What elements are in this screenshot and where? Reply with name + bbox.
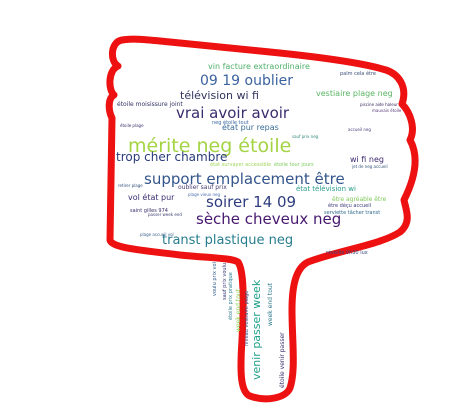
cloud-word: retirer plage: [118, 183, 143, 188]
cloud-word: serviette tâcher transt: [324, 209, 380, 216]
cloud-word: plage vieux neg: [188, 192, 220, 197]
cloud-word: mauvais étoile: [372, 108, 402, 113]
cloud-word: neg étoile tout: [212, 119, 249, 126]
cloud-word: palm cela être: [340, 70, 376, 77]
cloud-word: sauf prix voulu: [222, 263, 228, 300]
cloud-word: soirer 14 09: [206, 193, 296, 211]
cloud-word: niveau vestiaire plage: [244, 291, 250, 346]
cloud-word: vin facture extraordinaire: [208, 62, 310, 71]
thumbs-down-icon: [105, 35, 419, 403]
cloud-word: état pur repas: [222, 122, 279, 132]
cloud-word: jet de neg accueil: [351, 164, 388, 169]
cloud-word: voulu prix vol: [212, 262, 218, 296]
cloud-word: sauf prix neg: [292, 134, 319, 139]
cloud-word: réveille 0h30 lux: [326, 249, 368, 256]
cloud-word: étoile plage: [120, 123, 144, 128]
cloud-word: oublier sauf prix: [178, 184, 227, 191]
cloud-word: vol état pur: [128, 192, 175, 202]
cloud-word: état survayer accessible: [210, 161, 271, 168]
cloud-word: transt plastique neg: [162, 233, 293, 248]
cloud-word: sèche cheveux neg: [196, 210, 341, 228]
cloud-word: vestiaire plage neg: [316, 89, 393, 98]
cloud-word: week end tout: [235, 288, 242, 332]
cloud-word: étoile moisissure joint: [117, 101, 183, 108]
cloud-word: étoile tour jours: [274, 161, 314, 168]
cloud-word: piscine aide haleur: [360, 102, 398, 107]
cloud-word: week end tout: [267, 282, 274, 326]
cloud-word: accueil neg: [348, 127, 371, 132]
cloud-word: être déçu accueil: [328, 202, 371, 209]
cloud-word: plage accueil vol: [140, 232, 174, 237]
cloud-word: vrai avoir avoir: [176, 104, 290, 122]
cloud-word: étoile prix pratique: [227, 272, 234, 320]
cloud-word: passer week end: [148, 212, 182, 217]
cloud-word: 09 19 oublier: [200, 73, 293, 89]
cloud-word: trop cher chambre: [116, 150, 227, 164]
cloud-word: état télévision wi: [296, 185, 356, 193]
cloud-word: étoile venir passer: [279, 332, 286, 388]
cloud-word: être agréable être: [332, 196, 387, 203]
cloud-word: support emplacement être: [144, 170, 345, 188]
cloud-word: saint gilles 974: [130, 208, 168, 214]
cloud-word: télévision wi fi: [180, 89, 259, 102]
cloud-word: wi fi neg: [350, 155, 384, 164]
cloud-word: mérite neg étoile: [128, 135, 291, 157]
cloud-word: venir passer week: [250, 279, 263, 380]
